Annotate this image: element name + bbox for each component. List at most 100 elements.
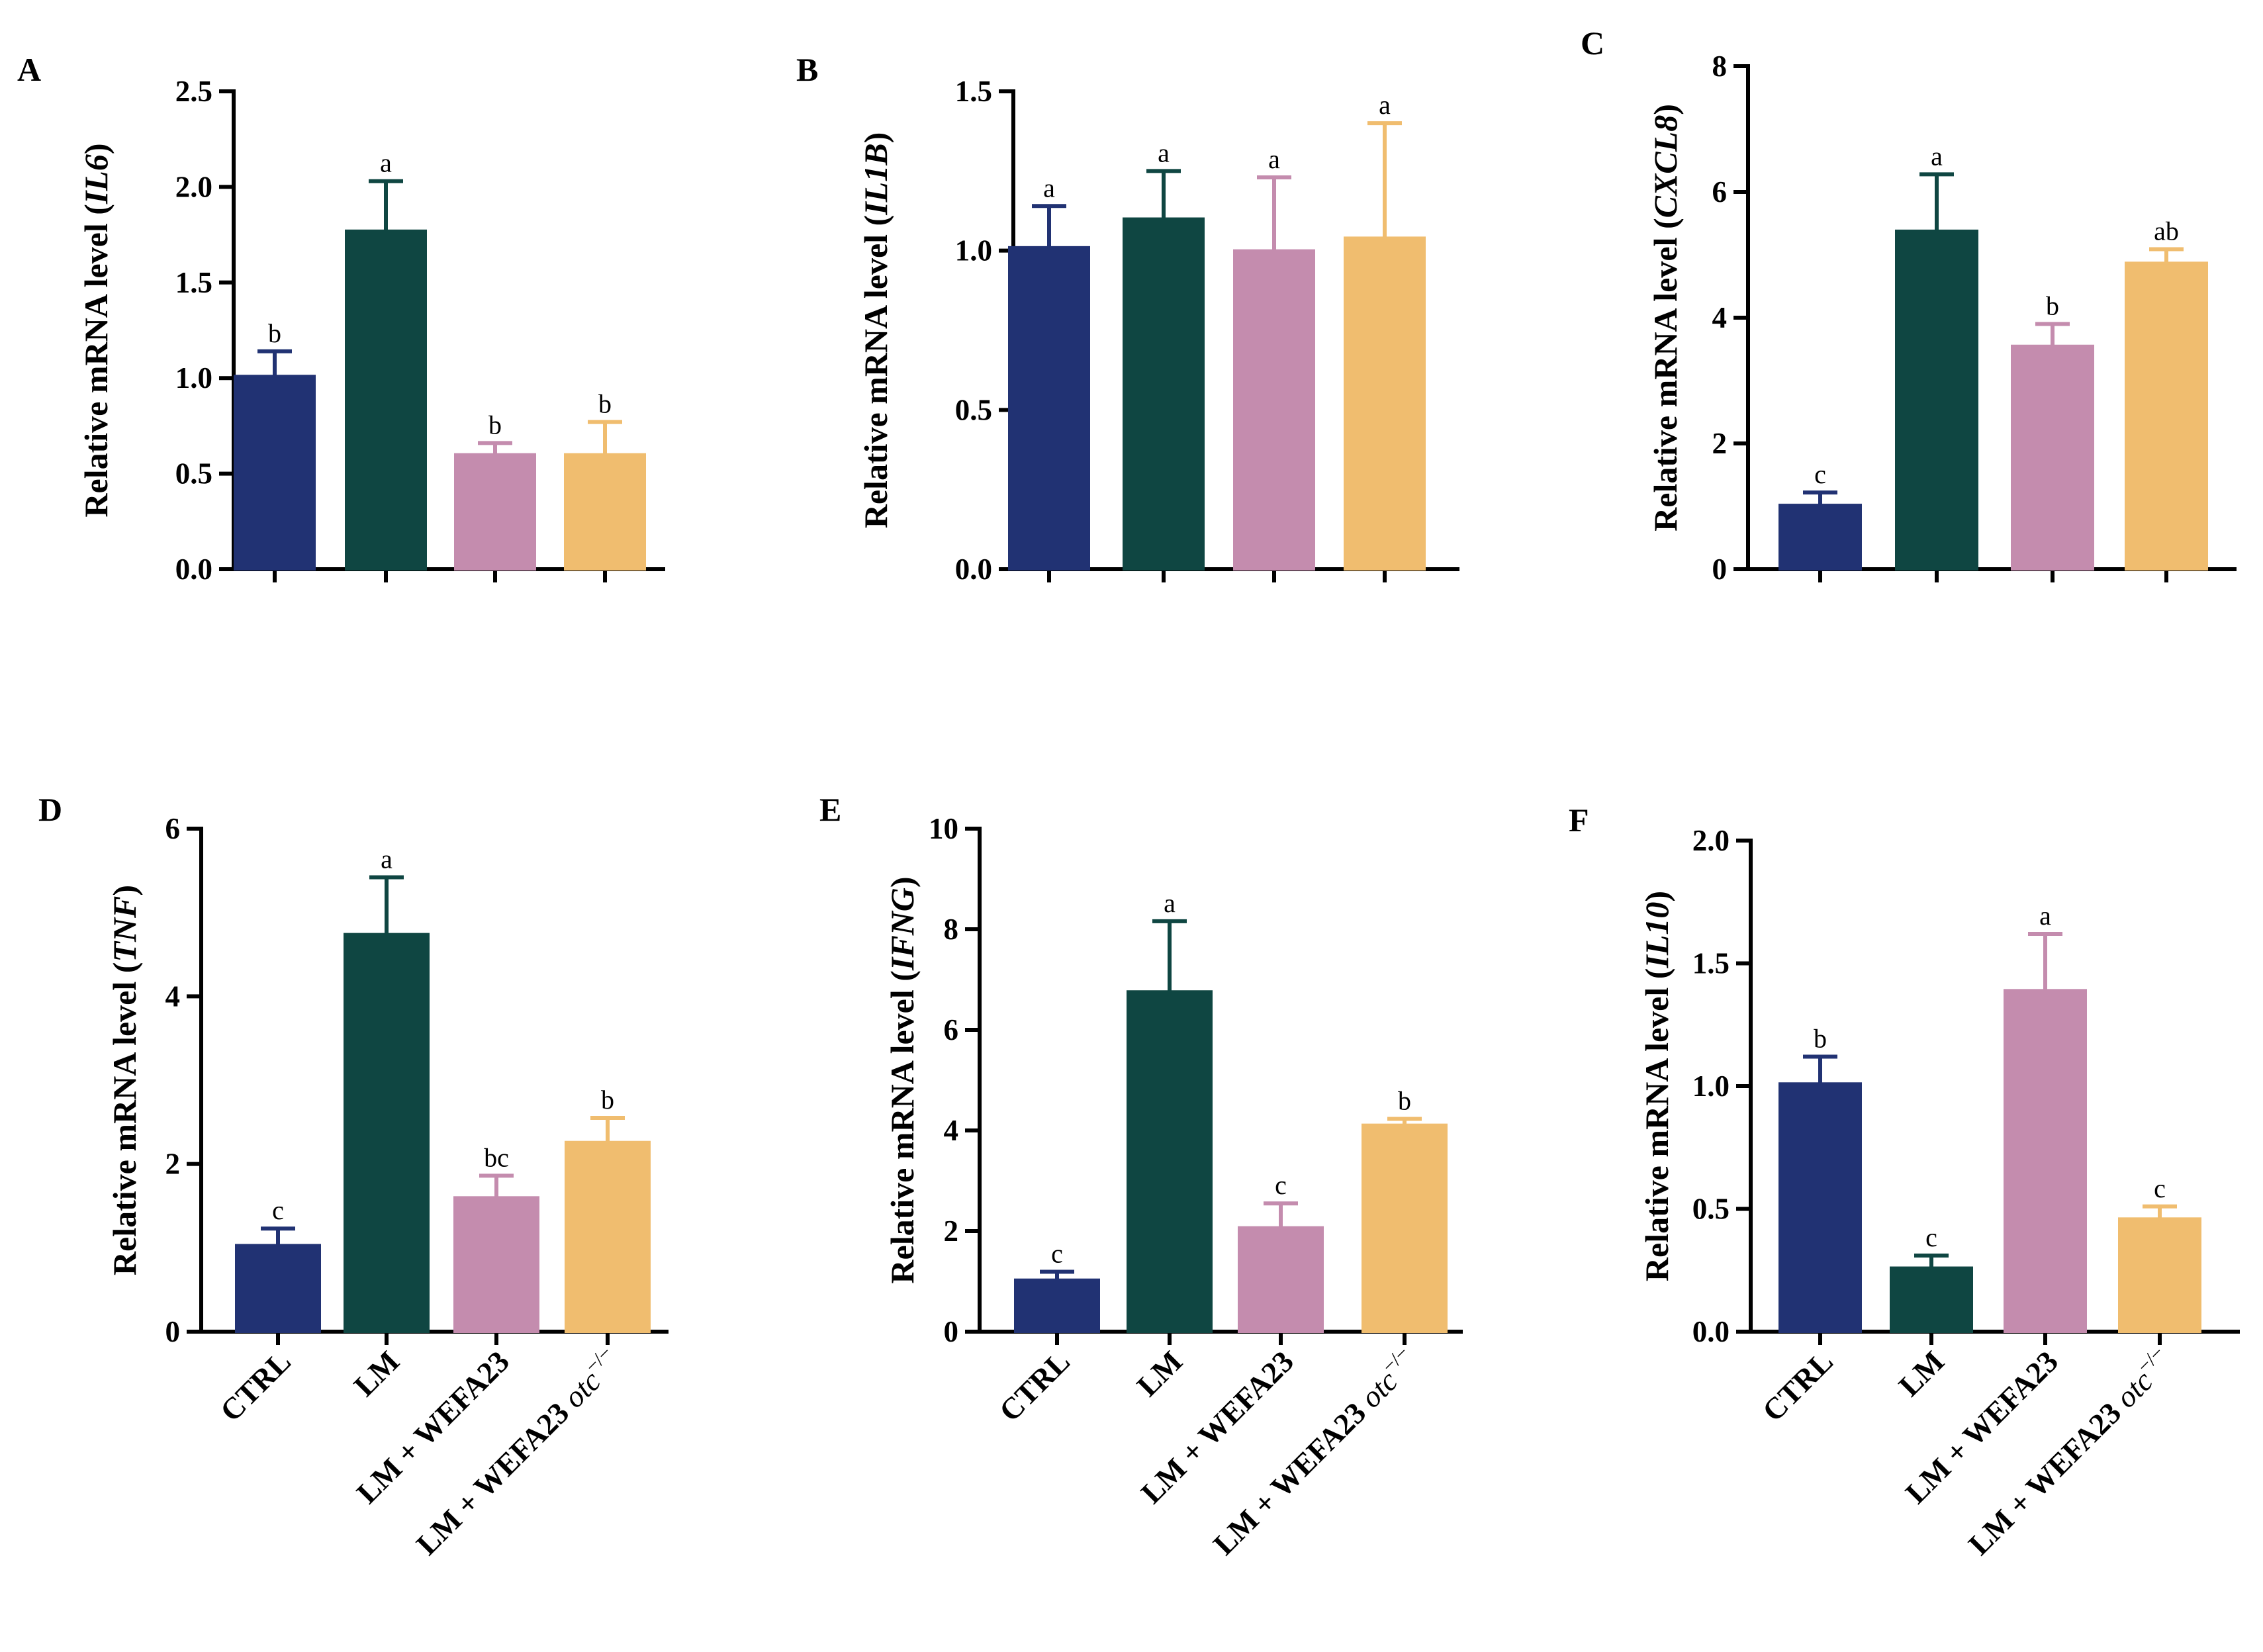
panel-letter: B — [796, 51, 818, 88]
bar-4 — [564, 453, 646, 571]
y-tick-label: 6 — [165, 812, 181, 845]
category-label: LM + WEFA23 otc−/− — [1959, 1342, 2179, 1561]
significance-label: a — [1043, 173, 1055, 203]
category-label: LM + WEFA23 otc−/− — [407, 1342, 627, 1561]
bar-4 — [565, 1140, 651, 1333]
bar-1 — [1778, 504, 1862, 571]
y-tick-label: 0.5 — [1692, 1193, 1730, 1226]
significance-label: a — [381, 844, 393, 874]
y-tick-label: 0.0 — [955, 553, 992, 586]
significance-label: a — [1379, 90, 1391, 120]
bar-4 — [1362, 1123, 1448, 1333]
y-tick-label: 0.0 — [1692, 1315, 1730, 1348]
y-tick-label: 1.5 — [175, 266, 212, 299]
bar-2 — [1127, 990, 1213, 1333]
y-tick-label: 8 — [944, 913, 959, 946]
gene-name: IL6 — [77, 154, 115, 205]
bar-2 — [1895, 229, 1978, 571]
bar-2 — [1123, 217, 1205, 571]
significance-label: b — [598, 389, 612, 419]
bar-4 — [2125, 261, 2208, 571]
gene-name: IFNG — [884, 888, 921, 971]
category-label: CTRL — [214, 1344, 297, 1428]
bar-1 — [1778, 1082, 1862, 1334]
panel-letter: F — [1569, 802, 1589, 839]
bar-1 — [1008, 246, 1090, 571]
y-tick-label: 6 — [944, 1013, 959, 1046]
gene-name: IL1B — [857, 143, 894, 215]
gene-name: TNF — [106, 896, 143, 962]
significance-label: a — [380, 148, 392, 178]
y-tick-label: 1.0 — [955, 234, 992, 267]
significance-label: b — [488, 410, 502, 439]
y-tick-label: 2 — [1712, 427, 1728, 460]
panel-F: F Relative mRNA level (IL10) 0.0 0.5 1.0 1.5 2… — [1569, 802, 2240, 1561]
bar-2 — [344, 933, 430, 1333]
panel-letter: E — [819, 791, 841, 828]
y-tick-label: 0.0 — [175, 553, 212, 586]
y-tick-label: 0.5 — [175, 457, 212, 490]
y-tick-label: 0 — [165, 1315, 181, 1348]
panel-letter: D — [38, 791, 62, 828]
bar-3 — [1238, 1226, 1324, 1334]
y-tick-label: 2.0 — [175, 170, 212, 203]
panel-B: B Relative mRNA level (IL1B) 0.0 0.5 1.0 1.5 a… — [796, 51, 1459, 586]
bar-3 — [454, 453, 536, 571]
bar-2 — [1890, 1266, 1973, 1334]
significance-label: b — [1814, 1023, 1827, 1053]
significance-label: c — [1051, 1239, 1063, 1269]
significance-label: a — [1158, 138, 1170, 167]
bar-3 — [2011, 344, 2094, 571]
y-axis-label: Relative mRNA level (CXCL8) — [1647, 104, 1684, 531]
y-tick-label: 1.5 — [955, 75, 992, 108]
significance-label: b — [268, 318, 281, 348]
y-tick-label: 10 — [929, 812, 958, 845]
bar-1 — [235, 1244, 321, 1333]
significance-label: a — [2039, 901, 2051, 931]
category-label: CTRL — [993, 1344, 1076, 1428]
bar-3 — [1233, 249, 1315, 571]
panel-E: E Relative mRNA level (IFNG) 0 2 4 6 8 10 c a c b CT… — [819, 791, 1463, 1561]
significance-label: a — [1931, 141, 1943, 171]
significance-label: ab — [2154, 216, 2179, 246]
y-tick-label: 1.0 — [175, 361, 212, 394]
significance-label: c — [2154, 1173, 2166, 1203]
bar-4 — [1344, 236, 1426, 571]
significance-label: c — [1275, 1170, 1287, 1200]
y-tick-label: 2 — [165, 1148, 181, 1181]
y-tick-label: 4 — [165, 980, 181, 1013]
y-tick-label: 8 — [1712, 50, 1728, 83]
panel-letter: A — [17, 51, 41, 88]
significance-label: b — [1398, 1086, 1411, 1116]
significance-label: bc — [484, 1142, 509, 1172]
y-tick-label: 1.0 — [1692, 1070, 1730, 1103]
bar-1 — [234, 375, 316, 571]
y-tick-label: 2 — [944, 1215, 959, 1248]
y-tick-label: 4 — [944, 1114, 959, 1147]
y-tick-label: 0 — [1712, 553, 1728, 586]
y-axis-label: Relative mRNA level (IL6) — [77, 143, 115, 517]
bar-3 — [2004, 989, 2087, 1334]
y-tick-label: 2.0 — [1692, 824, 1730, 857]
significance-label: a — [1164, 888, 1176, 918]
y-tick-label: 1.5 — [1692, 947, 1730, 980]
significance-label: c — [1814, 459, 1826, 489]
y-axis-label: Relative mRNA level (IL1B) — [857, 132, 894, 528]
panel-A: A Relative mRNA level (IL6) 0.0 0.5 1.0 1.5 2.… — [17, 51, 665, 586]
gene-name: CXCL8 — [1647, 115, 1684, 218]
significance-label: a — [1268, 144, 1280, 174]
significance-label: b — [2046, 291, 2059, 321]
y-axis-label: Relative mRNA level (IFNG) — [884, 876, 921, 1283]
bar-2 — [345, 229, 427, 571]
y-tick-label: 2.5 — [175, 75, 212, 108]
y-tick-label: 0.5 — [955, 393, 992, 426]
y-axis-label: Relative mRNA level (TNF) — [106, 885, 143, 1275]
significance-label: c — [1925, 1222, 1937, 1252]
significance-label: b — [601, 1085, 614, 1115]
panel-D: D Relative mRNA level (TNF) 0 2 4 6 c a bc b CTRL L… — [38, 791, 669, 1561]
bar-4 — [2118, 1217, 2201, 1333]
y-axis-label: Relative mRNA level (IL10) — [1638, 891, 1675, 1281]
gene-name: IL10 — [1638, 902, 1675, 969]
